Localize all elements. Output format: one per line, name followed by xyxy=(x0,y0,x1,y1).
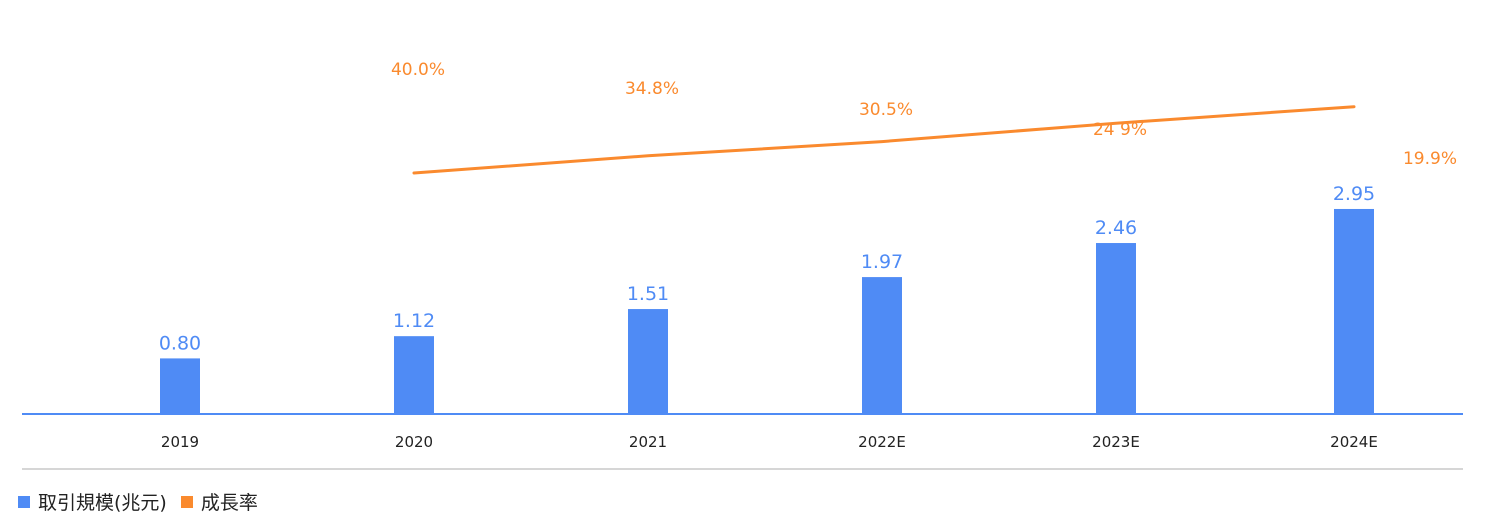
x-tick-2022E: 2022E xyxy=(858,433,906,451)
bar-label-2022E: 1.97 xyxy=(861,251,903,273)
growth-label-2023E: 24 9% xyxy=(1093,120,1147,140)
growth-label-2024E: 19.9% xyxy=(1403,149,1457,169)
bar-series xyxy=(160,208,1374,414)
bar-2019 xyxy=(160,358,200,414)
bar-label-2024E: 2.95 xyxy=(1333,183,1375,205)
growth-rate-line xyxy=(412,105,1356,175)
bar-2020 xyxy=(394,336,434,414)
x-tick-2019: 2019 xyxy=(161,433,199,451)
bar-2024E xyxy=(1334,208,1374,414)
legend-swatch-volume xyxy=(18,495,30,508)
x-tick-2024E: 2024E xyxy=(1330,433,1378,451)
bar-2023E xyxy=(1096,243,1136,414)
bar-2022E xyxy=(862,277,902,414)
growth-label-2022E: 30.5% xyxy=(859,100,913,120)
legend: 取引規模(兆元) 成長率 xyxy=(18,488,272,515)
legend-swatch-growth xyxy=(180,495,193,508)
x-tick-2023E: 2023E xyxy=(1092,433,1140,451)
x-tick-2021: 2021 xyxy=(629,433,667,451)
bar-label-2020: 1.12 xyxy=(393,310,435,332)
x-tick-labels: 2019 2020 2021 2022E 2023E 2024E xyxy=(161,433,1378,451)
legend-label-growth: 成長率 xyxy=(200,492,258,514)
bar-2021 xyxy=(628,309,668,414)
bar-value-labels: 0.80 1.12 1.51 1.97 2.46 2.95 xyxy=(159,183,1375,354)
bar-label-2023E: 2.46 xyxy=(1095,217,1137,239)
growth-label-2020: 40.0% xyxy=(391,60,445,80)
x-tick-2020: 2020 xyxy=(395,433,433,451)
bar-label-2021: 1.51 xyxy=(627,283,669,305)
growth-label-2021: 34.8% xyxy=(625,79,679,99)
legend-item-volume: 取引規模(兆元) xyxy=(18,488,167,515)
bar-label-2019: 0.80 xyxy=(159,332,201,354)
legend-item-growth: 成長率 xyxy=(180,488,258,515)
legend-label-volume: 取引規模(兆元) xyxy=(38,492,167,514)
growth-rate-labels: 40.0% 34.8% 30.5% 24 9% 19.9% xyxy=(391,60,1457,169)
